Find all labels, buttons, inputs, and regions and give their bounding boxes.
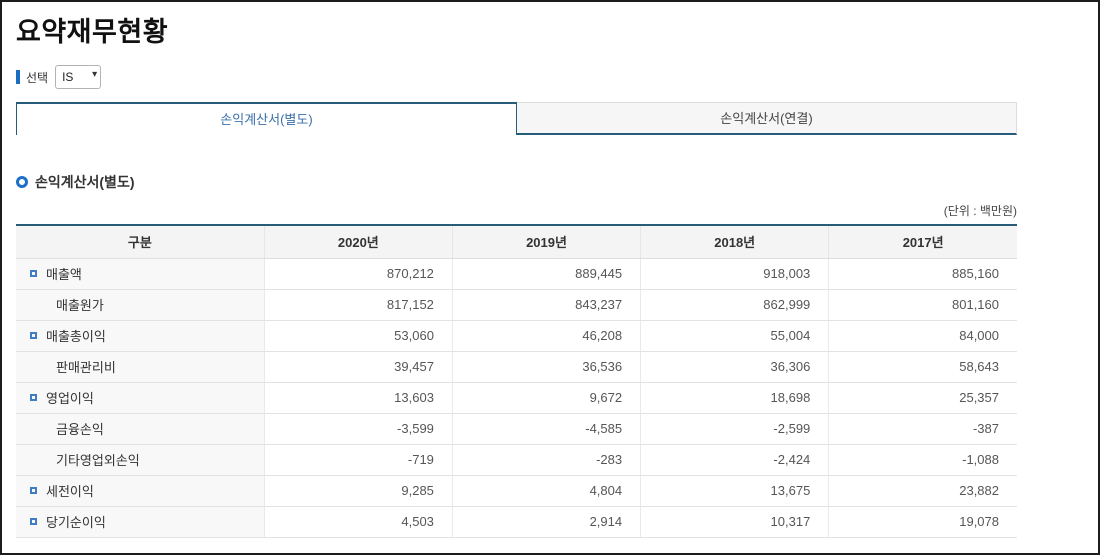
- square-bullet-icon: [30, 332, 37, 339]
- table-row: 판매관리비 39,457 36,536 36,306 58,643: [16, 351, 1017, 383]
- page-content: 요약재무현황 선택 IS ▾ 손익계산서(별도) 손익계산서(연결) 손익계산서…: [2, 2, 1033, 538]
- value-cell: 918,003: [640, 258, 829, 290]
- value-cell: 13,675: [640, 475, 829, 507]
- row-label: 당기순이익: [46, 515, 106, 530]
- value-cell: 889,445: [451, 258, 641, 290]
- row-label: 매출액: [46, 267, 82, 282]
- value-cell: -283: [451, 444, 641, 476]
- value-cell: -3,599: [263, 413, 453, 445]
- row-label-cell: 세전이익: [16, 475, 265, 507]
- row-label: 세전이익: [46, 484, 94, 499]
- report-type-select[interactable]: IS: [55, 65, 102, 89]
- row-label-cell: 매출액: [16, 258, 265, 290]
- value-cell: 9,672: [451, 382, 641, 414]
- value-cell: 55,004: [640, 320, 829, 352]
- accent-bar-icon: [16, 70, 20, 84]
- tab-bar: 손익계산서(별도) 손익계산서(연결): [16, 102, 1017, 135]
- report-type-select-wrap: IS ▾: [55, 65, 102, 89]
- square-bullet-icon: [30, 270, 37, 277]
- value-cell: 39,457: [263, 351, 453, 383]
- value-cell: 801,160: [828, 289, 1017, 321]
- value-cell: -387: [828, 413, 1017, 445]
- tab-income-statement-separate[interactable]: 손익계산서(별도): [16, 102, 517, 135]
- value-cell: 36,306: [640, 351, 829, 383]
- section-title: 손익계산서(별도): [35, 174, 135, 190]
- value-cell: 4,804: [451, 475, 641, 507]
- table-row: 매출총이익 53,060 46,208 55,004 84,000: [16, 320, 1017, 352]
- table-row: 세전이익 9,285 4,804 13,675 23,882: [16, 475, 1017, 507]
- table-row: 매출원가 817,152 843,237 862,999 801,160: [16, 289, 1017, 321]
- table-row: 영업이익 13,603 9,672 18,698 25,357: [16, 382, 1017, 414]
- row-label: 금융손익: [56, 422, 104, 437]
- select-label: 선택: [26, 70, 49, 85]
- row-label: 기타영업외손익: [56, 453, 140, 468]
- value-cell: 46,208: [451, 320, 641, 352]
- row-label: 판매관리비: [56, 360, 116, 375]
- table-row: 기타영업외손익 -719 -283 -2,424 -1,088: [16, 444, 1017, 476]
- value-cell: 19,078: [828, 506, 1017, 538]
- value-cell: -2,599: [640, 413, 829, 445]
- value-cell: 10,317: [640, 506, 829, 538]
- square-bullet-icon: [30, 487, 37, 494]
- financial-summary-table: 구분 2020년 2019년 2018년 2017년 매출액 870,212 889,445…: [16, 224, 1017, 538]
- row-label-cell: 매출총이익: [16, 320, 265, 352]
- table-row: 금융손익 -3,599 -4,585 -2,599 -387: [16, 413, 1017, 445]
- value-cell: 817,152: [263, 289, 453, 321]
- page-title: 요약재무현황: [16, 17, 169, 47]
- row-label: 매출총이익: [46, 329, 106, 344]
- value-cell: 25,357: [828, 382, 1017, 414]
- value-cell: 58,643: [828, 351, 1017, 383]
- row-label-cell: 영업이익: [16, 382, 265, 414]
- column-header: 2019년: [451, 225, 641, 259]
- value-cell: 885,160: [828, 258, 1017, 290]
- ring-circle-icon: [16, 176, 28, 188]
- value-cell: 9,285: [263, 475, 453, 507]
- value-cell: 4,503: [263, 506, 453, 538]
- table-header-row: 구분 2020년 2019년 2018년 2017년: [16, 225, 1017, 259]
- select-row: 선택 IS ▾: [16, 65, 1019, 89]
- value-cell: 53,060: [263, 320, 453, 352]
- column-header: 구분: [16, 225, 265, 259]
- square-bullet-icon: [30, 394, 37, 401]
- value-cell: 870,212: [263, 258, 453, 290]
- value-cell: 862,999: [640, 289, 829, 321]
- row-label-cell: 당기순이익: [16, 506, 265, 538]
- row-label-cell: 기타영업외손익: [16, 444, 265, 476]
- row-label: 영업이익: [46, 391, 94, 406]
- square-bullet-icon: [30, 518, 37, 525]
- row-label-cell: 매출원가: [16, 289, 265, 321]
- table-row: 매출액 870,212 889,445 918,003 885,160: [16, 258, 1017, 290]
- value-cell: -1,088: [828, 444, 1017, 476]
- value-cell: -4,585: [451, 413, 641, 445]
- column-header: 2018년: [640, 225, 829, 259]
- value-cell: 2,914: [451, 506, 641, 538]
- value-cell: 13,603: [263, 382, 453, 414]
- value-cell: 843,237: [451, 289, 641, 321]
- table-row: 당기순이익 4,503 2,914 10,317 19,078: [16, 506, 1017, 538]
- table-header: 구분 2020년 2019년 2018년 2017년: [16, 225, 1017, 259]
- column-header: 2020년: [263, 225, 453, 259]
- value-cell: -2,424: [640, 444, 829, 476]
- row-label-cell: 판매관리비: [16, 351, 265, 383]
- tab-income-statement-consolidated[interactable]: 손익계산서(연결): [517, 102, 1017, 135]
- unit-label: (단위 : 백만원): [943, 204, 1017, 218]
- value-cell: 23,882: [828, 475, 1017, 507]
- column-header: 2017년: [828, 225, 1017, 259]
- row-label: 매출원가: [56, 298, 104, 313]
- row-label-cell: 금융손익: [16, 413, 265, 445]
- section-header: 손익계산서(별도): [16, 172, 1019, 192]
- value-cell: -719: [263, 444, 453, 476]
- value-cell: 84,000: [828, 320, 1017, 352]
- table-body: 매출액 870,212 889,445 918,003 885,160 매출원가 817,1…: [16, 258, 1017, 538]
- value-cell: 18,698: [640, 382, 829, 414]
- value-cell: 36,536: [451, 351, 641, 383]
